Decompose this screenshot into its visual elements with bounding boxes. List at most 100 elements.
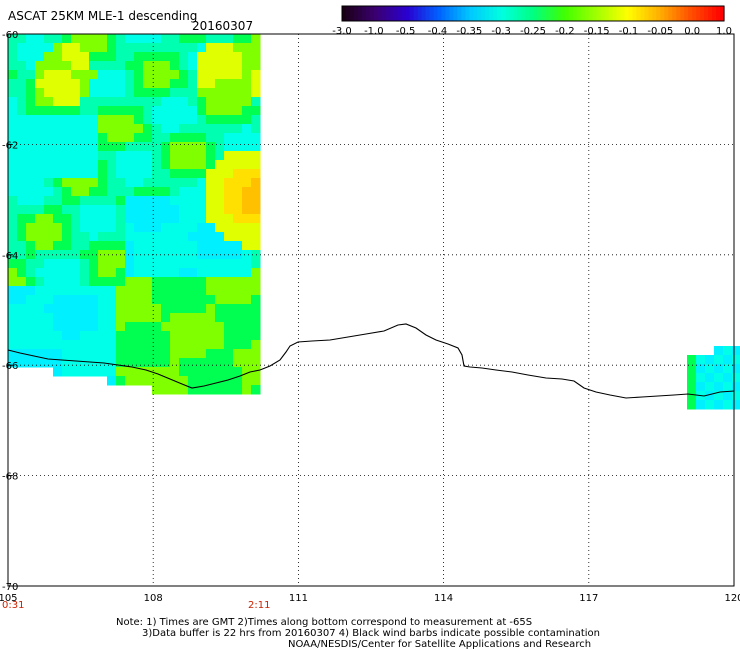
wind-cell	[71, 88, 81, 98]
wind-cell	[170, 61, 180, 71]
wind-cell	[170, 313, 180, 323]
wind-cell	[71, 133, 81, 143]
wind-cell	[26, 295, 36, 305]
wind-cell	[134, 349, 144, 359]
colorbar-swatch	[696, 6, 701, 21]
wind-cell	[152, 34, 162, 44]
wind-cell	[116, 322, 126, 332]
wind-cell	[35, 178, 45, 188]
wind-cell	[152, 232, 162, 242]
wind-cell	[206, 295, 216, 305]
wind-cell	[215, 205, 225, 215]
wind-cell	[107, 376, 117, 386]
wind-cell	[161, 214, 171, 224]
wind-cell	[98, 115, 108, 125]
wind-cell	[143, 250, 153, 260]
wind-cell	[98, 169, 108, 179]
wind-cell	[71, 277, 81, 287]
wind-cell	[17, 214, 27, 224]
latitude-label: -64	[2, 251, 18, 262]
wind-cell	[62, 277, 72, 287]
colorbar-swatch	[425, 6, 431, 21]
wind-cell	[53, 358, 63, 368]
wind-cell	[26, 61, 36, 71]
wind-cell	[71, 52, 81, 62]
wind-cell	[233, 277, 243, 287]
wind-cell	[116, 367, 126, 377]
wind-cell	[89, 259, 99, 269]
wind-cell	[242, 277, 252, 287]
wind-cell	[71, 187, 81, 197]
wind-cell	[17, 52, 27, 62]
wind-cell	[143, 295, 153, 305]
wind-cell	[35, 214, 45, 224]
wind-cell	[179, 232, 189, 242]
wind-cell	[197, 358, 207, 368]
colorbar-tick-label: 0.0	[684, 26, 700, 37]
wind-cell	[35, 322, 45, 332]
wind-cell	[134, 160, 144, 170]
wind-cell	[161, 367, 171, 377]
wind-cell	[8, 268, 18, 278]
wind-cell	[152, 169, 162, 179]
wind-cell	[116, 232, 126, 242]
wind-cell	[152, 52, 162, 62]
wind-cell	[134, 286, 144, 296]
wind-cell	[143, 169, 153, 179]
colorbar-swatch	[353, 6, 359, 21]
wind-cell	[179, 295, 189, 305]
colorbar-swatch	[489, 6, 494, 21]
wind-cell	[17, 34, 27, 44]
wind-cell	[98, 349, 108, 359]
wind-cell	[17, 70, 27, 80]
wind-cell	[8, 286, 18, 296]
colorbar-swatch	[700, 6, 705, 21]
wind-cell	[161, 52, 171, 62]
wind-cell	[62, 34, 72, 44]
wind-cell	[116, 349, 126, 359]
colorbar-swatch	[572, 6, 578, 21]
wind-cell	[125, 349, 135, 359]
wind-cell	[26, 241, 36, 251]
wind-cell	[197, 196, 207, 206]
wind-cell	[152, 196, 162, 206]
wind-cell	[80, 322, 90, 332]
wind-cell	[161, 97, 171, 107]
wind-cell	[233, 52, 243, 62]
wind-cell	[26, 331, 36, 341]
wind-cell	[170, 79, 180, 89]
colorbar-swatch	[600, 6, 606, 21]
wind-cell	[89, 79, 99, 89]
colorbar-tick-label: -3.0	[332, 26, 352, 37]
wind-cell	[224, 97, 234, 107]
wind-cell	[242, 34, 252, 44]
colorbar-swatch	[449, 6, 455, 21]
wind-cell	[26, 151, 36, 161]
wind-cell	[134, 187, 144, 197]
wind-cell	[89, 106, 99, 116]
wind-cell	[215, 79, 225, 89]
wind-cell	[152, 160, 162, 170]
wind-cell	[125, 367, 135, 377]
wind-cell	[125, 223, 135, 233]
wind-cell	[143, 43, 153, 53]
wind-cell	[98, 322, 108, 332]
wind-cell	[197, 268, 207, 278]
wind-cell	[224, 34, 234, 44]
wind-cell	[134, 151, 144, 161]
colorbar-swatch	[505, 6, 510, 21]
wind-cell	[125, 34, 135, 44]
wind-cell	[116, 34, 126, 44]
wind-cell	[233, 61, 243, 71]
wind-cell	[17, 313, 27, 323]
wind-cell	[197, 295, 207, 305]
wind-cell	[215, 124, 225, 134]
wind-cell	[242, 106, 252, 116]
wind-cell	[197, 214, 207, 224]
wind-cell	[251, 187, 261, 197]
colorbar-swatch	[564, 6, 570, 21]
wind-cell	[179, 115, 189, 125]
wind-cell	[80, 61, 90, 71]
wind-cell	[71, 232, 81, 242]
wind-cell	[188, 286, 198, 296]
